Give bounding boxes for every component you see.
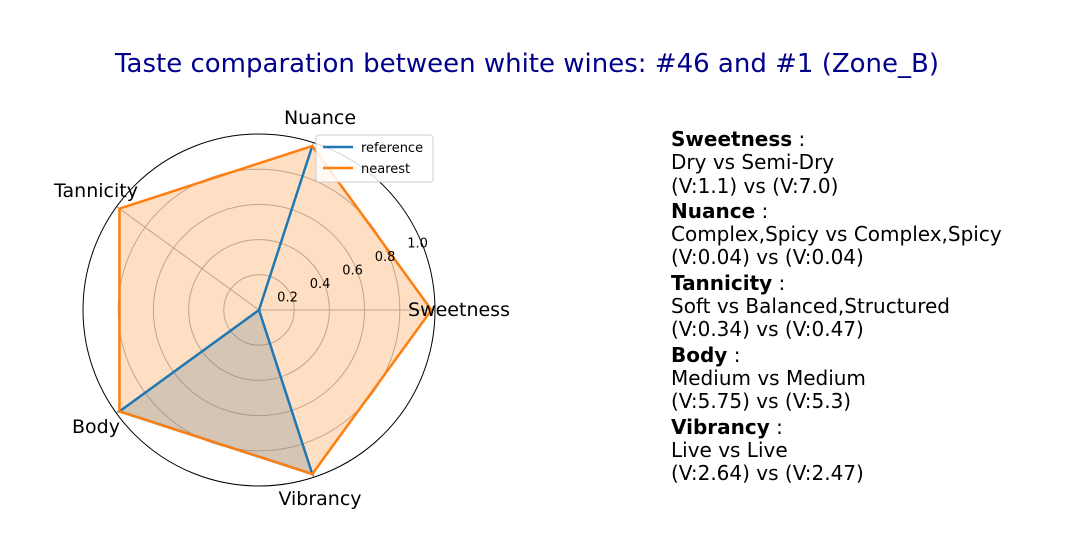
detail-description: Complex,Spicy vs Complex,Spicy bbox=[671, 222, 1002, 247]
outer-frame bbox=[82, 133, 436, 487]
detail-tannicity: Tannicity : Soft vs Balanced,Structured (V… bbox=[671, 270, 1002, 342]
r-tick-label: 1.0 bbox=[407, 237, 428, 252]
detail-name: Sweetness bbox=[671, 127, 793, 151]
r-tick-label: 0.8 bbox=[375, 250, 396, 265]
r-tick-label: 0.6 bbox=[342, 264, 363, 279]
radar-labels: 0.2 0.4 0.6 0.8 1.0 Sweetness Nuance Tannicity B… bbox=[53, 107, 510, 510]
axis-label-tannicity: Tannicity bbox=[53, 180, 138, 202]
detail-description: Dry vs Semi-Dry bbox=[671, 150, 835, 175]
spoke-tannicity bbox=[116, 206, 260, 311]
detail-name: Tannicity bbox=[671, 270, 773, 295]
detail-separator: : bbox=[727, 342, 741, 367]
detail-sweetness: Sweetness : Dry vs Semi-Dry (V:1.1) vs (V:… bbox=[671, 127, 1002, 198]
wine-details-panel: Sweetness : Dry vs Semi-Dry (V:1.1) vs (V:… bbox=[671, 127, 1002, 487]
detail-nuance: Nuance : Complex,Spicy vs Complex,Spicy (V… bbox=[671, 198, 1002, 270]
series-fill-nearest bbox=[119, 145, 432, 475]
detail-separator: : bbox=[772, 270, 786, 295]
detail-description: Live vs Live bbox=[671, 437, 788, 462]
detail-separator: : bbox=[792, 127, 806, 151]
detail-name: Nuance bbox=[671, 198, 756, 223]
detail-body: Body : Medium vs Medium (V:5.75) vs (V:5.3… bbox=[671, 342, 1002, 414]
detail-heading: Tannicity : bbox=[671, 270, 1002, 295]
detail-description: Soft vs Balanced,Structured bbox=[671, 294, 950, 319]
legend-label-nearest: nearest bbox=[361, 162, 410, 177]
detail-heading: Sweetness : bbox=[671, 127, 1002, 151]
axis-label-vibrancy: Vibrancy bbox=[278, 488, 361, 510]
axis-label-nuance: Nuance bbox=[284, 107, 356, 129]
axis-label-body: Body bbox=[72, 416, 120, 438]
legend: reference nearest bbox=[315, 134, 434, 183]
series-line-reference bbox=[116, 145, 315, 476]
detail-name: Vibrancy bbox=[671, 414, 770, 439]
legend-label-reference: reference bbox=[361, 141, 423, 156]
detail-separator: : bbox=[755, 198, 769, 223]
detail-values: (V:0.04) vs (V:0.04) bbox=[671, 245, 864, 270]
detail-separator: : bbox=[769, 414, 783, 439]
detail-name: Body bbox=[671, 342, 728, 367]
detail-values: (V:5.75) vs (V:5.3) bbox=[671, 389, 852, 414]
r-tick-label: 0.4 bbox=[310, 277, 331, 292]
detail-vibrancy: Vibrancy : Live vs Live (V:2.64) vs (V:2.4… bbox=[671, 414, 1002, 486]
detail-values: (V:0.34) vs (V:0.47) bbox=[671, 317, 864, 342]
series-fill-reference bbox=[119, 145, 313, 475]
detail-values: (V:2.64) vs (V:2.47) bbox=[671, 461, 864, 486]
detail-heading: Nuance : bbox=[671, 198, 1002, 223]
chart-title: Taste comparation between white wines: #… bbox=[114, 49, 939, 79]
detail-values: (V:1.1) vs (V:7.0) bbox=[671, 173, 839, 198]
r-tick-label: 0.2 bbox=[277, 291, 298, 306]
detail-description: Medium vs Medium bbox=[671, 365, 866, 390]
radar-series bbox=[116, 144, 434, 476]
detail-heading: Vibrancy : bbox=[671, 414, 1002, 439]
axis-label-sweetness: Sweetness bbox=[408, 299, 510, 321]
detail-heading: Body : bbox=[671, 342, 1002, 367]
